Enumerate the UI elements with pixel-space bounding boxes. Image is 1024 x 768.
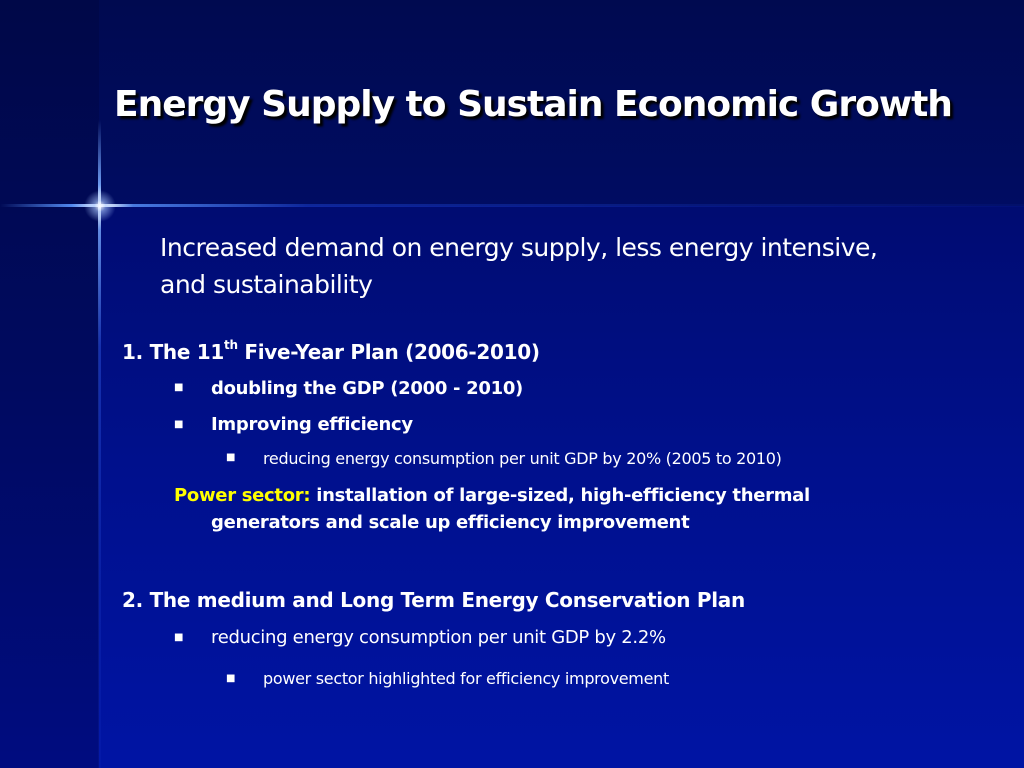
square-bullet-icon: ■ xyxy=(174,382,184,393)
section1-bullet-gdp: doubling the GDP (2000 - 2010) xyxy=(211,378,523,399)
power-sector-label: Power sector: xyxy=(174,485,311,506)
square-bullet-icon: ■ xyxy=(174,632,184,643)
section1-sub-bullet-energy: reducing energy consumption per unit GDP… xyxy=(263,449,782,468)
title-band xyxy=(99,0,1024,206)
square-bullet-icon: ■ xyxy=(174,419,184,430)
section1-heading-prefix: 1. The 11 xyxy=(122,340,225,364)
section1-heading-superscript: th xyxy=(224,338,238,353)
star-horizontal-ray xyxy=(0,204,1024,207)
section1-heading-suffix: Five-Year Plan (2006-2010) xyxy=(237,340,540,364)
star-sparkle-icon xyxy=(84,190,116,222)
square-bullet-icon: ■ xyxy=(226,452,236,463)
slide-subtitle: Increased demand on energy supply, less … xyxy=(160,229,1000,303)
power-sector-text-1: installation of large-sized, high-effici… xyxy=(310,485,810,506)
subtitle-line-1: Increased demand on energy supply, less … xyxy=(160,233,878,262)
slide-title: Energy Supply to Sustain Economic Growth xyxy=(114,84,953,125)
power-sector-line-2: generators and scale up efficiency impro… xyxy=(211,512,690,533)
square-bullet-icon: ■ xyxy=(226,673,236,684)
left-band xyxy=(0,0,99,768)
power-sector-line-1: Power sector: installation of large-size… xyxy=(174,485,810,506)
section2-sub-bullet-power: power sector highlighted for efficiency … xyxy=(263,669,669,688)
subtitle-line-2: and sustainability xyxy=(160,270,373,299)
section1-heading: 1. The 11th Five-Year Plan (2006-2010) xyxy=(122,338,540,364)
section2-heading: 2. The medium and Long Term Energy Conse… xyxy=(122,588,745,612)
section1-bullet-efficiency: Improving efficiency xyxy=(211,414,413,435)
star-vertical-ray xyxy=(98,120,101,768)
section2-bullet-energy: reducing energy consumption per unit GDP… xyxy=(211,627,666,648)
